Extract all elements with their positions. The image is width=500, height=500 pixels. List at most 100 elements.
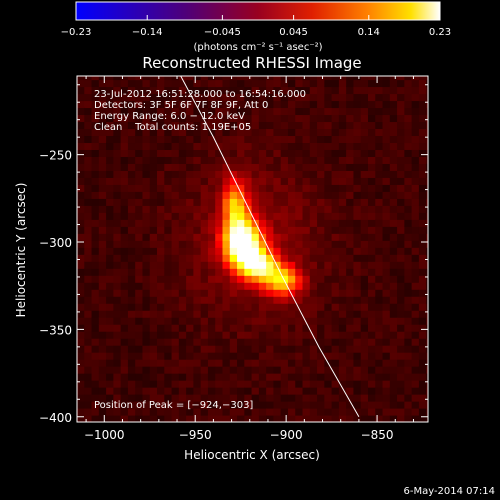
heatmap-cell <box>84 191 93 199</box>
heatmap-cell <box>106 128 114 137</box>
heatmap-cell <box>98 240 107 248</box>
heatmap-cell <box>229 156 238 164</box>
heatmap-cell <box>207 254 216 262</box>
heatmap-cell <box>251 289 260 297</box>
heatmap-cell <box>346 170 355 178</box>
heatmap-cell <box>404 324 413 332</box>
heatmap-cell <box>404 226 413 234</box>
heatmap-cell <box>266 107 275 116</box>
heatmap-cell <box>222 184 231 192</box>
heatmap-cell <box>142 296 151 304</box>
heatmap-cell <box>127 415 136 422</box>
heatmap-cell <box>127 100 136 109</box>
heatmap-cell <box>411 100 420 109</box>
heatmap-cell <box>346 107 355 116</box>
heatmap-cell <box>91 408 100 416</box>
heatmap-cell <box>113 345 122 353</box>
heatmap-cell <box>302 107 311 116</box>
heatmap-cell <box>84 86 93 95</box>
heatmap-cell <box>251 408 260 416</box>
heatmap-cell <box>142 233 151 241</box>
heatmap-cell <box>258 261 267 269</box>
heatmap-cell <box>142 163 151 171</box>
heatmap-cell <box>113 289 122 297</box>
heatmap-cell <box>106 303 114 311</box>
heatmap-cell <box>178 184 187 192</box>
heatmap-cell <box>207 86 216 95</box>
heatmap-cell <box>397 205 405 213</box>
heatmap-cell <box>98 142 107 150</box>
heatmap-cell <box>331 100 340 109</box>
heatmap-cell <box>149 338 158 346</box>
heatmap-cell <box>113 226 122 234</box>
heatmap-cell <box>207 373 216 381</box>
heatmap-cell <box>244 401 253 409</box>
heatmap-cell <box>193 275 202 283</box>
heatmap-cell <box>367 177 376 185</box>
heatmap-cell <box>309 268 318 276</box>
heatmap-cell <box>186 415 194 422</box>
heatmap-cell <box>411 76 420 81</box>
heatmap-cell <box>273 352 282 360</box>
heatmap-cell <box>171 142 180 150</box>
heatmap-cell <box>258 387 267 395</box>
heatmap-cell <box>84 394 93 402</box>
heatmap-cell <box>287 219 296 227</box>
heatmap-cell <box>353 135 362 144</box>
heatmap-cell <box>237 359 245 367</box>
heatmap-cell <box>273 324 282 332</box>
heatmap-cell <box>367 170 376 178</box>
heatmap-cell <box>280 310 289 318</box>
heatmap-cell <box>360 401 369 409</box>
heatmap-cell <box>157 128 165 137</box>
heatmap-cell <box>244 226 253 234</box>
heatmap-cell <box>287 100 296 109</box>
heatmap-cell <box>426 401 428 409</box>
heatmap-cell <box>280 76 289 81</box>
heatmap-cell <box>106 149 114 157</box>
heatmap-cell <box>127 282 136 290</box>
heatmap-cell <box>389 233 398 241</box>
heatmap-cell <box>404 219 413 227</box>
heatmap-cell <box>98 79 107 88</box>
heatmap-cell <box>142 380 151 388</box>
heatmap-cell <box>207 233 216 241</box>
heatmap-cell <box>207 324 216 332</box>
heatmap-cell <box>309 100 318 109</box>
heatmap-cell <box>324 170 333 178</box>
heatmap-cell <box>353 76 362 81</box>
heatmap-cell <box>338 352 347 360</box>
heatmap-cell <box>207 352 216 360</box>
heatmap-cell <box>295 191 304 199</box>
heatmap-cell <box>200 219 209 227</box>
heatmap-cell <box>411 198 420 206</box>
heatmap-cell <box>404 205 413 213</box>
heatmap-cell <box>411 310 420 318</box>
heatmap-cell <box>266 149 275 157</box>
heatmap-cell <box>91 380 100 388</box>
heatmap-cell <box>77 338 85 346</box>
heatmap-cell <box>397 233 405 241</box>
heatmap-cell <box>287 170 296 178</box>
heatmap-cell <box>273 254 282 262</box>
heatmap-cell <box>389 163 398 171</box>
heatmap-cell <box>346 191 355 199</box>
heatmap-cell <box>178 93 187 102</box>
heatmap-cell <box>331 352 340 360</box>
heatmap-cell <box>149 205 158 213</box>
heatmap-cell <box>360 331 369 339</box>
heatmap-cell <box>77 156 85 164</box>
heatmap-cell <box>338 415 347 422</box>
heatmap-cell <box>367 191 376 199</box>
heatmap-cell <box>360 198 369 206</box>
heatmap-cell <box>127 226 136 234</box>
heatmap-cell <box>338 289 347 297</box>
heatmap-cell <box>244 86 253 95</box>
heatmap-cell <box>375 93 384 102</box>
heatmap-cell <box>404 401 413 409</box>
heatmap-cell <box>237 233 245 241</box>
heatmap-cell <box>360 296 369 304</box>
heatmap-cell <box>251 394 260 402</box>
heatmap-cell <box>287 394 296 402</box>
heatmap-cell <box>389 373 398 381</box>
